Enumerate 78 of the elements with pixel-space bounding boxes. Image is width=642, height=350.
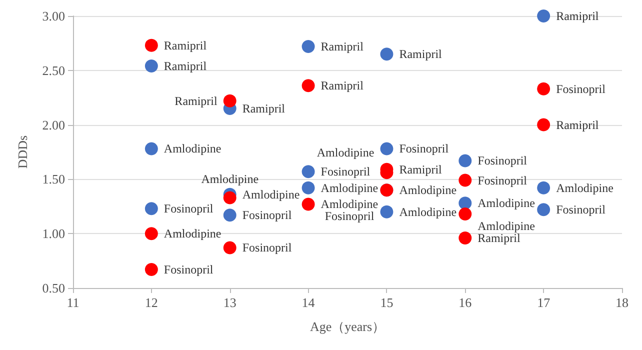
point bbox=[144, 142, 158, 156]
point bbox=[144, 38, 158, 52]
point bbox=[302, 198, 315, 211]
data-label: Amlodipine bbox=[201, 172, 259, 186]
point bbox=[144, 227, 158, 240]
x-axis-title: Age（years） bbox=[310, 319, 386, 334]
point bbox=[380, 48, 394, 61]
data-label: Amlodipine bbox=[164, 226, 222, 241]
point bbox=[537, 82, 550, 96]
x-tick-label: 13 bbox=[223, 295, 236, 310]
data-label: Fosinopril bbox=[556, 202, 606, 217]
point bbox=[144, 263, 158, 276]
point bbox=[537, 181, 550, 194]
x-tick-label: 14 bbox=[302, 295, 316, 310]
data-label: Amlodipine bbox=[320, 180, 378, 195]
x-tick-label: 12 bbox=[144, 295, 158, 310]
data-label: Amlodipine bbox=[164, 142, 222, 156]
data-label: Ramipril bbox=[399, 162, 443, 176]
data-label: Amlodipine bbox=[478, 196, 535, 210]
data-label: Fosinopril bbox=[399, 142, 450, 156]
data-label: Ramipril bbox=[320, 78, 364, 93]
data-label: Ramipril bbox=[399, 47, 443, 62]
data-label: Fosinopril bbox=[242, 208, 292, 222]
y-axis-title: DDDs bbox=[15, 135, 30, 169]
point bbox=[144, 60, 158, 73]
point bbox=[302, 181, 315, 194]
point bbox=[223, 94, 236, 108]
data-label: Fosinopril bbox=[324, 209, 375, 224]
data-label: Amlodipine bbox=[478, 219, 535, 234]
data-label: Ramipril bbox=[174, 94, 218, 108]
y-tick-label: 2.50 bbox=[42, 62, 65, 78]
point bbox=[458, 154, 472, 168]
x-tick-label: 15 bbox=[380, 295, 394, 310]
data-label: Ramipril bbox=[164, 38, 208, 52]
point bbox=[223, 191, 236, 204]
y-tick-label: 0.50 bbox=[42, 280, 65, 296]
y-tick-label: 1.50 bbox=[42, 172, 65, 187]
point bbox=[223, 208, 236, 222]
data-label: Amlodipine bbox=[399, 183, 457, 198]
data-label: Amlodipine bbox=[242, 187, 300, 202]
data-label: Ramipril bbox=[320, 39, 364, 54]
point bbox=[302, 40, 315, 53]
point bbox=[458, 208, 472, 221]
point bbox=[458, 174, 472, 187]
point bbox=[223, 241, 236, 254]
data-label: Fosinopril bbox=[320, 164, 371, 179]
point bbox=[537, 10, 550, 22]
data-label: Fosinopril bbox=[478, 154, 528, 168]
data-label: Ramipril bbox=[164, 59, 208, 74]
x-tick-label: 11 bbox=[66, 295, 80, 310]
point bbox=[144, 202, 158, 216]
data-label: Amlodipine bbox=[399, 204, 457, 219]
x-tick-label: 17 bbox=[537, 295, 551, 310]
point bbox=[302, 165, 315, 178]
data-label: Fosinopril bbox=[242, 240, 292, 255]
point bbox=[458, 231, 472, 244]
data-label: Amlodipine bbox=[316, 146, 374, 160]
point bbox=[537, 118, 550, 132]
point bbox=[458, 196, 472, 210]
data-label: Fosinopril bbox=[164, 202, 214, 216]
data-label: Fosinopril bbox=[478, 173, 528, 188]
data-label: Ramipril bbox=[478, 230, 521, 245]
point bbox=[537, 203, 550, 216]
point bbox=[380, 205, 394, 218]
data-label: Ramipril bbox=[556, 9, 600, 23]
data-label: Amlodipine bbox=[320, 197, 378, 212]
data-label: Amlodipine bbox=[556, 180, 614, 195]
y-tick-label: 3.00 bbox=[42, 8, 65, 24]
y-tick-label: 2.00 bbox=[42, 117, 65, 132]
x-tick-label: 16 bbox=[458, 295, 472, 310]
x-tick-label: 18 bbox=[616, 295, 628, 310]
data-label: Ramipril bbox=[556, 118, 600, 132]
point bbox=[380, 142, 394, 156]
point bbox=[302, 79, 315, 92]
y-tick-label: 1.00 bbox=[42, 226, 65, 242]
data-label: Fosinopril bbox=[164, 262, 214, 277]
data-label: Fosinopril bbox=[556, 82, 606, 96]
data-label: Ramipril bbox=[242, 101, 286, 116]
